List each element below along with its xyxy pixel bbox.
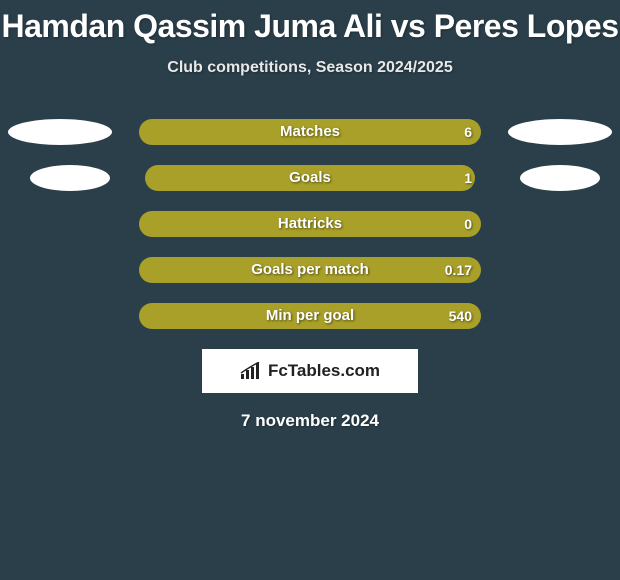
stat-row: Goals1 xyxy=(0,165,620,191)
brand-badge[interactable]: FcTables.com xyxy=(202,349,418,393)
stat-row: Hattricks0 xyxy=(0,211,620,237)
stat-value: 6 xyxy=(464,119,472,145)
stat-label: Min per goal xyxy=(0,303,620,329)
stat-label: Goals per match xyxy=(0,257,620,283)
comparison-card: Hamdan Qassim Juma Ali vs Peres Lopes Cl… xyxy=(0,0,620,431)
footer-date: 7 november 2024 xyxy=(0,411,620,431)
page-title: Hamdan Qassim Juma Ali vs Peres Lopes xyxy=(0,8,620,45)
stat-label: Hattricks xyxy=(0,211,620,237)
stat-value: 1 xyxy=(464,165,472,191)
stat-label: Goals xyxy=(0,165,620,191)
stat-row: Goals per match0.17 xyxy=(0,257,620,283)
chart-icon xyxy=(240,362,262,380)
stat-value: 540 xyxy=(449,303,472,329)
stat-label: Matches xyxy=(0,119,620,145)
stat-bars: Matches6Goals1Hattricks0Goals per match0… xyxy=(0,119,620,329)
stat-value: 0.17 xyxy=(445,257,472,283)
brand-text: FcTables.com xyxy=(268,361,380,381)
stat-row: Matches6 xyxy=(0,119,620,145)
stat-value: 0 xyxy=(464,211,472,237)
stat-row: Min per goal540 xyxy=(0,303,620,329)
page-subtitle: Club competitions, Season 2024/2025 xyxy=(0,59,620,77)
